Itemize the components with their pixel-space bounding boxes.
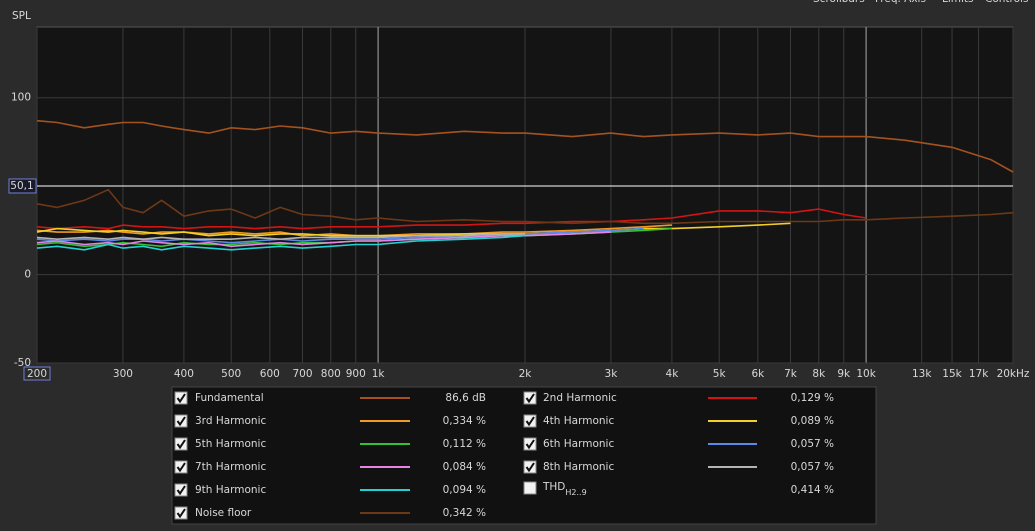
x-tick-label: 2k <box>519 368 533 380</box>
series-line <box>36 208 867 230</box>
legend-name: THDH2..9 <box>542 481 587 497</box>
checkbox[interactable] <box>523 481 537 495</box>
checkmark <box>525 416 535 427</box>
legend-panel <box>171 386 877 525</box>
checkbox[interactable] <box>523 414 537 428</box>
checkbox[interactable] <box>174 506 188 520</box>
y-axis-label: SPL <box>12 10 31 22</box>
checkmark <box>525 439 535 450</box>
series-line <box>36 233 525 240</box>
checkmark <box>176 508 186 519</box>
series-line <box>36 231 611 248</box>
series-line <box>36 188 1014 225</box>
legend-name: 6th Harmonic <box>543 438 614 450</box>
legend-name: Noise floor <box>195 507 252 519</box>
checkbox[interactable] <box>523 437 537 451</box>
x-tick-label: 13k <box>912 368 932 380</box>
checkmark <box>525 462 535 473</box>
checkbox[interactable] <box>523 391 537 405</box>
checkbox[interactable] <box>174 437 188 451</box>
y-tick-label: -50 <box>14 357 31 369</box>
legend-name: 5th Harmonic <box>195 438 266 450</box>
checkmark <box>176 439 186 450</box>
x-tick-label: 500 <box>221 368 241 380</box>
thd-subscript: H2..9 <box>565 488 586 497</box>
x-tick-label: 1k <box>372 368 386 380</box>
toolbar-item: Controls <box>985 0 1028 5</box>
cursor-label: 50,1 <box>10 180 33 192</box>
checkbox[interactable] <box>174 414 188 428</box>
legend-readout: 0,084 % <box>443 461 486 473</box>
x-tick-label: 10k <box>856 368 876 380</box>
legend-name: 3rd Harmonic <box>195 415 267 427</box>
x-tick-label: 9k <box>837 368 851 380</box>
x-tick-label: 200 <box>27 368 47 380</box>
legend-name: 4th Harmonic <box>543 415 614 427</box>
checkmark <box>176 393 186 404</box>
checkmark <box>176 485 186 496</box>
checkmark <box>176 462 186 473</box>
checkbox[interactable] <box>523 460 537 474</box>
legend-readout: 86,6 dB <box>445 392 486 404</box>
checkmark <box>176 416 186 427</box>
legend-readout: 0,342 % <box>443 507 486 519</box>
legend-readout: 0,057 % <box>791 461 834 473</box>
x-cursor-box <box>23 366 51 381</box>
legend-name: 9th Harmonic <box>195 484 266 496</box>
x-tick-label: 5k <box>713 368 727 380</box>
x-tick-label: 900 <box>346 368 366 380</box>
thd-name: THD <box>542 481 565 493</box>
legend-readout: 0,094 % <box>443 484 486 496</box>
y-tick-label: 100 <box>11 92 31 104</box>
toolbar-item: Limits <box>942 0 974 5</box>
legend-readout: 0,334 % <box>443 415 486 427</box>
x-tick-label: 800 <box>321 368 341 380</box>
cursor-box <box>8 178 37 194</box>
legend-name: 2nd Harmonic <box>543 392 617 404</box>
y-tick-label: 0 <box>24 269 31 281</box>
x-tick-label: 8k <box>812 368 826 380</box>
legend-readout: 0,414 % <box>791 484 834 496</box>
x-tick-label: 17k <box>969 368 989 380</box>
legend-readout: 0,129 % <box>791 392 834 404</box>
checkbox[interactable] <box>174 460 188 474</box>
checkbox[interactable] <box>174 483 188 497</box>
series-line <box>36 119 1014 173</box>
x-tick-label: 15k <box>942 368 962 380</box>
checkmark <box>525 393 535 404</box>
toolbar-item: Freq. Axis <box>875 0 926 5</box>
x-tick-label: 3k <box>605 368 619 380</box>
x-tick-label: 700 <box>292 368 312 380</box>
checkbox[interactable] <box>174 391 188 405</box>
x-tick-label: 6k <box>751 368 765 380</box>
legend-name: 7th Harmonic <box>195 461 266 473</box>
toolbar-item: Scrollbars <box>813 0 865 5</box>
legend-readout: 0,089 % <box>791 415 834 427</box>
series-line <box>36 234 526 251</box>
x-tick-label: 600 <box>260 368 280 380</box>
legend-readout: 0,112 % <box>443 438 486 450</box>
x-tick-label: 7k <box>784 368 798 380</box>
x-tick-label: 20kHz <box>997 368 1030 380</box>
legend-name: Fundamental <box>195 392 264 404</box>
legend-name: 8th Harmonic <box>543 461 614 473</box>
x-tick-label: 400 <box>174 368 194 380</box>
x-tick-label: 300 <box>113 368 133 380</box>
legend-readout: 0,057 % <box>791 438 834 450</box>
x-tick-label: 4k <box>666 368 680 380</box>
